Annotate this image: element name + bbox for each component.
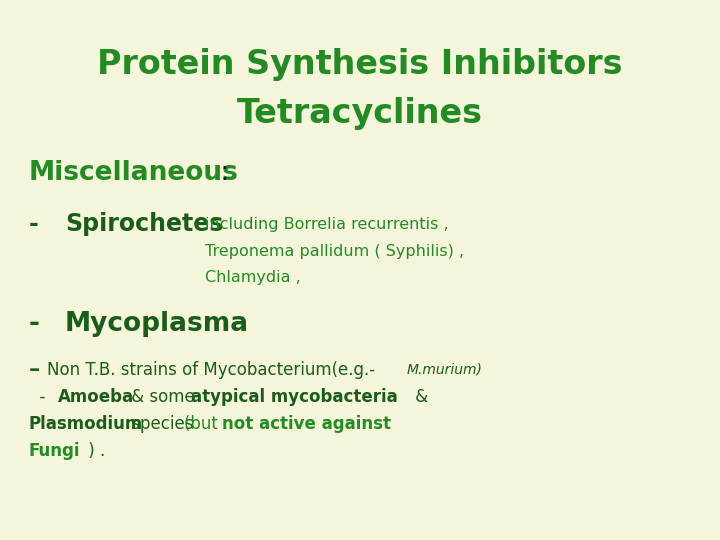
Text: species: species bbox=[126, 415, 199, 433]
Text: Treponema pallidum ( Syphilis) ,: Treponema pallidum ( Syphilis) , bbox=[205, 244, 464, 259]
Text: (but: (but bbox=[184, 415, 223, 433]
Text: -: - bbox=[29, 212, 39, 236]
Text: Mycoplasma: Mycoplasma bbox=[65, 311, 249, 337]
Text: atypical mycobacteria: atypical mycobacteria bbox=[191, 388, 397, 406]
Text: Protein Synthesis Inhibitors: Protein Synthesis Inhibitors bbox=[97, 48, 623, 82]
Text: -: - bbox=[29, 388, 50, 406]
Text: Fungi: Fungi bbox=[29, 442, 81, 460]
Text: :: : bbox=[212, 160, 230, 186]
Text: & some: & some bbox=[126, 388, 200, 406]
Text: including Borrelia recurrentis ,: including Borrelia recurrentis , bbox=[205, 217, 449, 232]
Text: Miscellaneous: Miscellaneous bbox=[29, 160, 238, 186]
Text: Non T.B. strains of Mycobacterium(e.g.-: Non T.B. strains of Mycobacterium(e.g.- bbox=[47, 361, 375, 379]
Text: M.murium): M.murium) bbox=[407, 363, 482, 377]
Text: -: - bbox=[29, 311, 40, 337]
Text: ) .: ) . bbox=[83, 442, 105, 460]
Text: Tetracyclines: Tetracyclines bbox=[237, 97, 483, 130]
Text: not active against: not active against bbox=[222, 415, 391, 433]
Text: –: – bbox=[29, 360, 40, 380]
Text: Amoeba: Amoeba bbox=[58, 388, 134, 406]
Text: Spirochetes: Spirochetes bbox=[65, 212, 223, 236]
Text: &: & bbox=[410, 388, 428, 406]
Text: Chlamydia ,: Chlamydia , bbox=[205, 269, 301, 285]
Text: Plasmodium: Plasmodium bbox=[29, 415, 143, 433]
